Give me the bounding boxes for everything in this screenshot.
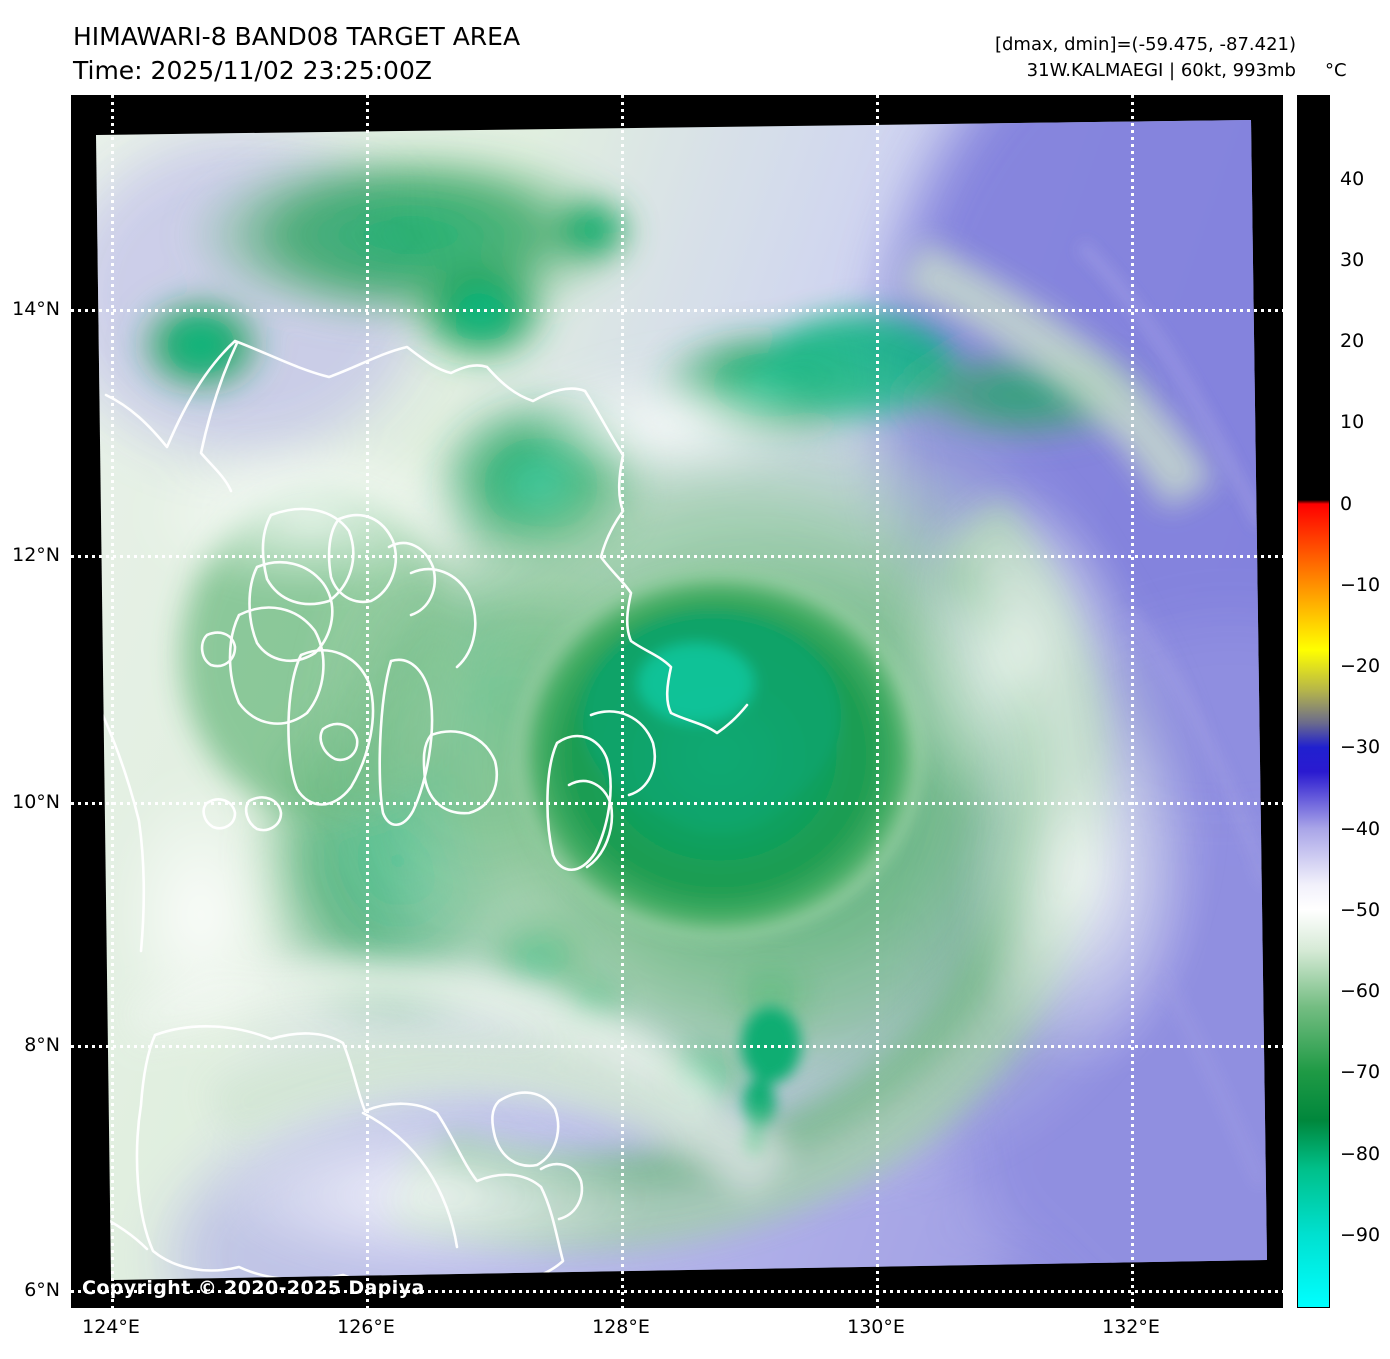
satellite-map[interactable]: Copyright © 2020-2025 Dapiya <box>71 95 1283 1308</box>
satellite-image <box>71 95 1283 1308</box>
lat-tick-6: 6°N <box>24 1279 60 1301</box>
colorbar-tick-0: 0 <box>1340 492 1353 515</box>
lat-tick-8: 8°N <box>24 1034 60 1056</box>
colorbar-tick--60: −60 <box>1340 980 1381 1003</box>
colorbar-tick--20: −20 <box>1340 655 1381 678</box>
colorbar-tick--10: −10 <box>1340 573 1381 596</box>
lon-tick-130: 130°E <box>847 1316 905 1338</box>
page-title: HIMAWARI-8 BAND08 TARGET AREA <box>73 22 521 51</box>
metadata-block: [dmax, dmin]=(-59.475, -87.421) 31W.KALM… <box>995 32 1296 84</box>
lon-tick-124: 124°E <box>82 1316 140 1338</box>
lon-tick-132: 132°E <box>1102 1316 1160 1338</box>
lat-tick-14: 14°N <box>12 298 60 320</box>
colorbar-tick-10: 10 <box>1340 411 1365 434</box>
colorbar-tick--70: −70 <box>1340 1061 1381 1084</box>
colorbar[interactable] <box>1297 95 1330 1308</box>
colorbar-tick--40: −40 <box>1340 817 1381 840</box>
lat-tick-10: 10°N <box>12 791 60 813</box>
lat-tick-12: 12°N <box>12 544 60 566</box>
colorbar-tick-40: 40 <box>1340 167 1365 190</box>
copyright-notice: Copyright © 2020-2025 Dapiya <box>82 1277 425 1299</box>
data-extremes-label: [dmax, dmin]=(-59.475, -87.421) <box>994 34 1296 55</box>
title-block: HIMAWARI-8 BAND08 TARGET AREA Time: 2025… <box>73 20 773 88</box>
colorbar-tick-20: 20 <box>1340 330 1365 353</box>
colorbar-tick-30: 30 <box>1340 248 1365 271</box>
colorbar-tick--90: −90 <box>1340 1223 1381 1246</box>
lon-tick-128: 128°E <box>592 1316 650 1338</box>
colorbar-tick--50: −50 <box>1340 898 1381 921</box>
colorbar-tick--80: −80 <box>1340 1142 1381 1165</box>
colorbar-tick--30: −30 <box>1340 736 1381 759</box>
colorbar-unit-label: °C <box>1325 60 1347 81</box>
timestamp: Time: 2025/11/02 23:25:00Z <box>73 56 432 85</box>
colorbar-gradient <box>1298 96 1329 1307</box>
storm-info-label: 31W.KALMAEGI | 60kt, 993mb <box>1026 60 1296 81</box>
lon-tick-126: 126°E <box>337 1316 395 1338</box>
